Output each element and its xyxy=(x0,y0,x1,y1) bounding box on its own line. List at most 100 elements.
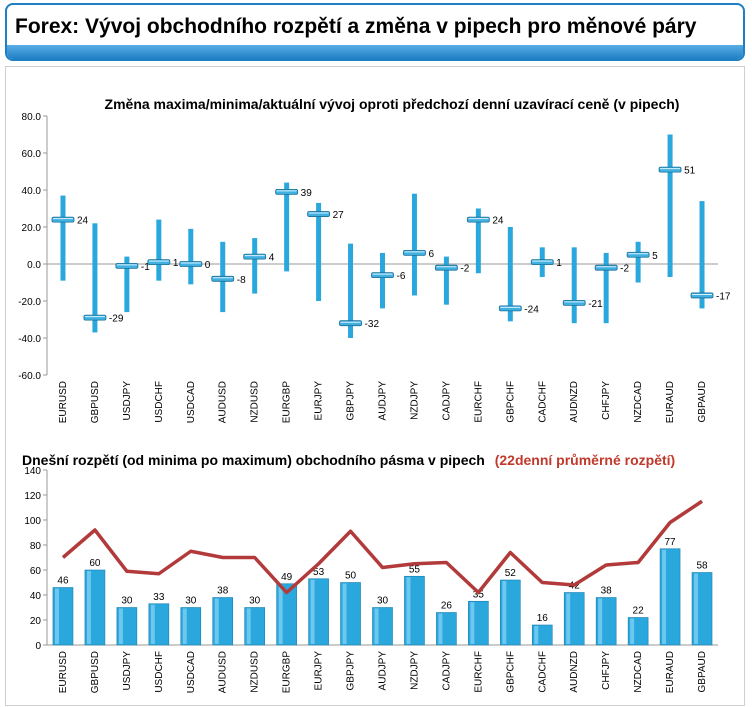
chart1-category-label: USDJPY xyxy=(122,381,133,421)
chart1-y-tick-label: 40.0 xyxy=(22,186,42,197)
page-header: Forex: Vývoj obchodního rozpětí a změna … xyxy=(5,3,745,61)
chart2-category-label: GBPUSD xyxy=(90,651,101,693)
range-value-label: 38 xyxy=(601,586,613,597)
chart2-category-label: EURUSD xyxy=(58,651,69,693)
chart1-category-label: CHFJPY xyxy=(601,381,612,420)
current-value-label: -2 xyxy=(460,264,469,275)
range-bar-highlight xyxy=(118,608,123,644)
current-value-label: -8 xyxy=(237,275,246,286)
chart1-category-label: AUDJPY xyxy=(378,381,389,421)
header-accent-bar xyxy=(7,45,743,59)
range-value-label: 77 xyxy=(665,537,677,548)
range-bar-highlight xyxy=(534,626,539,644)
chart2-category-label: GBPAUD xyxy=(697,651,708,693)
chart1-category-label: GBPUSD xyxy=(90,381,101,423)
range-bar xyxy=(571,247,577,324)
range-bar-highlight xyxy=(406,577,411,644)
current-value-label: 51 xyxy=(684,166,696,177)
range-value-label: 55 xyxy=(409,564,421,575)
chart1-category-label: EURGBP xyxy=(282,381,293,424)
chart1-y-ticks: 80.0 60.0 40.0 20.0 0.0 -20.0 -40.0 -60.0 xyxy=(18,112,47,382)
chart2-category-label: CADJPY xyxy=(441,651,452,691)
range-value-label: 30 xyxy=(185,596,197,607)
range-value-label: 35 xyxy=(473,589,485,600)
current-value-label: 27 xyxy=(333,210,345,221)
chart1-y-tick-label: 60.0 xyxy=(22,149,42,160)
range-bar-highlight xyxy=(182,608,187,644)
current-value-label: -6 xyxy=(397,271,406,282)
chart1-category-label: EURCHF xyxy=(473,381,484,423)
chart1-y-tick-label: 0.0 xyxy=(27,260,41,271)
chart1-y-tick-label: -40.0 xyxy=(18,334,41,345)
range-value-label: 33 xyxy=(153,592,165,603)
current-value-label: -1 xyxy=(141,262,150,273)
chart2-category-label: EURGBP xyxy=(282,651,293,694)
current-value-label: 6 xyxy=(428,249,434,260)
range-bar-highlight xyxy=(86,571,91,644)
chart1-y-tick-label: -20.0 xyxy=(18,297,41,308)
range-bar-highlight xyxy=(438,613,443,644)
range-bar-highlight xyxy=(662,549,667,644)
range-value-label: 30 xyxy=(121,596,133,607)
current-value-label: -32 xyxy=(365,319,380,330)
chart1-category-label: EURAUD xyxy=(665,381,676,423)
range-bar-highlight xyxy=(246,608,251,644)
chart1-category-label: AUDNZD xyxy=(569,381,580,423)
range-value-label: 58 xyxy=(696,561,708,572)
range-value-label: 38 xyxy=(217,586,229,597)
current-value-label: -29 xyxy=(109,314,124,325)
range-value-label: 60 xyxy=(89,558,101,569)
range-bar xyxy=(411,193,417,296)
chart1-category-label: GBPCHF xyxy=(505,381,516,423)
range-bar xyxy=(284,182,290,272)
current-value-label: 5 xyxy=(652,251,658,262)
chart2-subtitle: (22denní průměrné rozpětí) xyxy=(495,452,675,468)
range-bar xyxy=(475,208,481,274)
chart2-y-tick-label: 0 xyxy=(35,641,41,652)
range-value-label: 22 xyxy=(633,606,645,617)
chart2-category-labels: EURUSD GBPUSD USDJPY USDCHF USDCAD AUDUSD NZDU… xyxy=(58,651,708,694)
chart2-category-label: NZDJPY xyxy=(409,651,420,690)
chart1-category-label: NZDUSD xyxy=(250,381,261,423)
chart1-category-label: GBPAUD xyxy=(697,381,708,423)
chart1-category-label: GBPJPY xyxy=(346,381,357,421)
chart1-category-label: USDCAD xyxy=(186,381,197,423)
range-value-label: 26 xyxy=(441,601,453,612)
range-bar-highlight xyxy=(566,593,571,644)
range-bar-highlight xyxy=(54,588,59,644)
chart2-category-label: GBPJPY xyxy=(346,651,357,691)
chart2-category-label: CADCHF xyxy=(537,651,548,693)
page-title: Forex: Vývoj obchodního rozpětí a změna … xyxy=(15,15,697,38)
chart1-title: Změna maxima/minima/aktuální vývoj oprot… xyxy=(105,96,680,112)
chart2-category-label: CHFJPY xyxy=(601,651,612,690)
range-bar xyxy=(603,252,609,324)
chart2-y-tick-label: 120 xyxy=(24,491,41,502)
range-bar xyxy=(507,227,513,322)
chart1-category-label: EURUSD xyxy=(58,381,69,423)
range-value-label: 50 xyxy=(345,571,357,582)
chart2-category-label: EURCHF xyxy=(473,651,484,693)
range-bar-highlight xyxy=(694,573,699,644)
current-value-label: 24 xyxy=(77,216,89,227)
range-bar-highlight xyxy=(214,598,219,644)
chart2-category-label: NZDCAD xyxy=(633,651,644,693)
range-bar xyxy=(60,195,66,281)
chart2-y-tick-label: 40 xyxy=(30,591,42,602)
range-bar xyxy=(348,243,354,338)
chart2-category-label: EURJPY xyxy=(314,651,325,691)
chart2-category-label: USDCAD xyxy=(186,651,197,693)
chart1-y-tick-label: 80.0 xyxy=(22,112,42,123)
current-value-label: -24 xyxy=(524,304,539,315)
range-bar xyxy=(92,223,98,333)
chart1-y-tick-label: 20.0 xyxy=(22,223,42,234)
chart1-category-label: CADCHF xyxy=(537,381,548,423)
chart1-category-label: USDCHF xyxy=(154,381,165,423)
chart2-y-tick-label: 140 xyxy=(24,466,41,477)
current-value-label: 4 xyxy=(269,253,275,264)
range-bar-highlight xyxy=(470,602,475,644)
average-range-line xyxy=(61,499,703,595)
chart2-category-label: USDJPY xyxy=(122,651,133,691)
chart2-category-label: GBPCHF xyxy=(505,651,516,693)
